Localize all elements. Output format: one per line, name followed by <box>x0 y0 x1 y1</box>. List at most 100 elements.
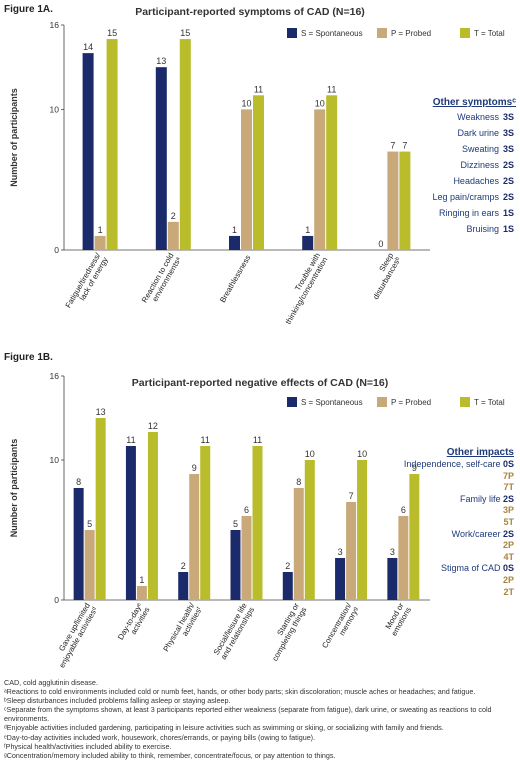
x-category-label: Day-to-dayᵉactivities <box>116 601 152 645</box>
bar-value-label: 10 <box>315 98 325 108</box>
x-category-label: Trouble withthinking/concentration <box>276 251 329 325</box>
bar-probed <box>136 586 147 600</box>
bar-probed <box>346 502 357 600</box>
bar-spontaneous <box>302 235 314 250</box>
other-impact-count: 2S <box>502 528 514 539</box>
other-symptom-count: 3S <box>502 144 514 154</box>
other-symptom-count: 1S <box>502 208 514 218</box>
bar-total <box>200 446 211 600</box>
other-symptom-label: Leg pain/cramps <box>432 192 499 202</box>
bar-spontaneous <box>229 235 240 250</box>
other-symptom-label: Bruising <box>466 224 499 234</box>
bar-probed <box>84 530 95 600</box>
y-axis-title: Number of participants <box>9 439 19 538</box>
bar-value-label: 1 <box>232 225 237 235</box>
legend-swatch <box>460 397 470 407</box>
other-impact-count: 4T <box>503 551 514 562</box>
other-symptom-item: Sweating 3S <box>380 141 514 157</box>
footnote-line: CAD, cold agglutinin disease. <box>4 678 98 687</box>
bar-value-label: 10 <box>241 98 251 108</box>
bar-value-label: 0 <box>378 239 383 249</box>
bar-probed <box>387 151 399 250</box>
bar-value-label: 7 <box>402 141 407 151</box>
other-impact-label: Stigma of CAD <box>440 563 503 574</box>
bar-probed <box>293 488 304 600</box>
other-impact-count: 2T <box>503 586 514 597</box>
bar-spontaneous <box>335 558 346 600</box>
footnote-line: ᵈEnjoyable activities included gardening… <box>4 723 444 733</box>
bar-probed <box>398 516 409 600</box>
footnote-line: ᵉDay-to-day activities included work, ho… <box>4 732 316 742</box>
y-tick-label: 0 <box>54 245 59 255</box>
other-symptom-label: Sweating <box>461 144 499 154</box>
figure-a-label: Figure 1A. <box>4 4 53 15</box>
bar-total <box>326 95 338 250</box>
bar-value-label: 8 <box>76 477 81 487</box>
legend-label: P = Probed <box>391 398 431 407</box>
legend-swatch <box>377 28 387 38</box>
other-impact-label: Independence, self-care <box>403 459 503 469</box>
other-symptom-count: 1S <box>502 224 514 234</box>
x-category-label: Gave up/limitedenjoyable activitiesᵈ <box>50 601 99 669</box>
bar-spontaneous <box>125 446 136 600</box>
bar-total <box>409 474 420 600</box>
bar-value-label: 7 <box>390 141 395 151</box>
other-symptoms-title: Other symptomsᶜ <box>432 97 516 108</box>
bar-value-label: 15 <box>107 28 117 38</box>
x-category-label: Physical health/activitiesᶠ <box>161 601 204 658</box>
bar-value-label: 15 <box>180 28 190 38</box>
other-impacts-list: Independence, self-care 0S 7P 7T Family lif… <box>380 459 514 598</box>
other-impact-row: Independence, self-care 0S <box>380 459 514 471</box>
other-impacts-title: Other impacts <box>446 447 514 458</box>
bar-value-label: 11 <box>254 84 263 94</box>
bar-probed <box>241 109 252 250</box>
bar-value-label: 12 <box>148 421 158 431</box>
bar-spontaneous <box>282 572 293 600</box>
other-symptom-count: 2S <box>502 192 514 202</box>
other-impact-row: Family life 2S <box>380 494 514 506</box>
bar-value-label: 9 <box>192 463 197 473</box>
bar-value-label: 14 <box>83 42 93 52</box>
bar-value-label: 1 <box>98 225 103 235</box>
bar-spontaneous <box>73 488 84 600</box>
bar-value-label: 7 <box>349 491 354 501</box>
bar-total <box>253 95 264 250</box>
bar-total <box>179 39 191 250</box>
bar-value-label: 11 <box>327 84 336 94</box>
bar-value-label: 11 <box>201 435 210 445</box>
bar-value-label: 5 <box>233 519 238 529</box>
x-category-label: Concentration/memoryᵍ <box>320 601 361 654</box>
bar-value-label: 3 <box>390 547 395 557</box>
other-impact-count: 2P <box>502 574 514 585</box>
bar-value-label: 10 <box>357 449 367 459</box>
bar-total <box>399 151 411 250</box>
legend-swatch <box>377 397 387 407</box>
other-symptom-label: Dark urine <box>457 128 499 138</box>
figure-b-title: Participant-reported negative effects of… <box>131 377 389 389</box>
bar-spontaneous <box>230 530 241 600</box>
footnote-line: ᶜSeparate from the symptoms shown, at le… <box>4 705 492 724</box>
other-symptom-label: Weakness <box>457 112 499 122</box>
bar-probed <box>167 221 179 250</box>
other-impact-row: 7P <box>380 471 514 483</box>
y-tick-label: 0 <box>54 595 59 605</box>
x-category-label: Breathlessness <box>218 253 252 304</box>
x-category-label: Starting orcompleting things <box>263 601 309 663</box>
bar-value-label: 3 <box>338 547 343 557</box>
other-impact-count: 0S <box>502 459 514 469</box>
other-symptom-item: Ringing in ears 1S <box>380 205 514 221</box>
other-impact-count: 0S <box>502 563 514 574</box>
other-symptom-item: Weakness 3S <box>380 109 514 125</box>
other-impact-row: 4T <box>380 552 514 564</box>
bar-value-label: 11 <box>253 435 262 445</box>
legend-swatch <box>287 28 297 38</box>
x-category-label: Mood oremotions <box>382 601 413 637</box>
bar-total <box>357 460 368 600</box>
other-symptom-item: Headaches 2S <box>380 173 514 189</box>
other-impact-row: 2T <box>380 587 514 599</box>
other-symptom-label: Headaches <box>453 176 499 186</box>
figure-b-label: Figure 1B. <box>4 352 53 363</box>
bar-value-label: 11 <box>126 435 135 445</box>
bar-value-label: 1 <box>305 225 310 235</box>
bar-value-label: 2 <box>285 561 290 571</box>
